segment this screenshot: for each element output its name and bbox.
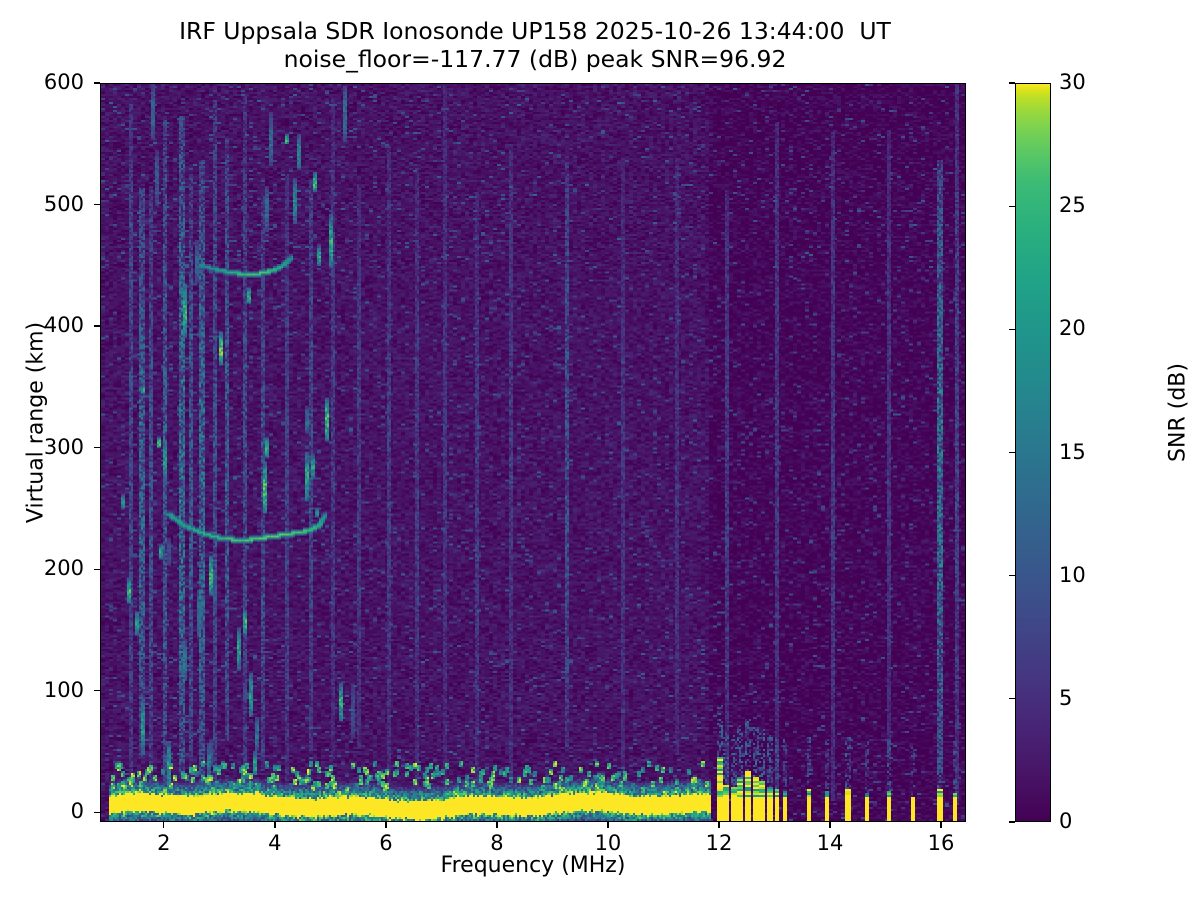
y-tick-mark (94, 811, 100, 813)
x-tick-mark (607, 822, 609, 828)
x-tick-label: 14 (816, 831, 844, 855)
x-tick-mark (829, 822, 831, 828)
y-tick-label: 400 (43, 313, 84, 338)
y-tick-mark (94, 203, 100, 206)
ionogram-heatmap (101, 84, 965, 821)
x-tick-label: 2 (157, 831, 171, 855)
x-tick-mark (163, 822, 165, 828)
x-tick-mark (274, 822, 276, 828)
y-tick-mark (94, 446, 100, 449)
x-tick-mark (385, 822, 387, 828)
colorbar-tick-label: 15 (1059, 439, 1086, 464)
colorbar-tick-label: 5 (1059, 685, 1073, 710)
x-tick-label: 16 (927, 831, 955, 855)
colorbar-tick-mark (1009, 575, 1015, 577)
colorbar-tick-mark (1009, 451, 1015, 454)
colorbar-tick-label: 0 (1059, 809, 1073, 833)
x-tick-mark (940, 822, 942, 828)
x-tick-label: 10 (594, 831, 622, 855)
colorbar-tick-mark (1009, 82, 1015, 84)
x-axis-label: Frequency (MHz) (440, 853, 626, 878)
y-tick-label: 100 (43, 677, 84, 702)
colorbar-tick-label: 10 (1059, 562, 1086, 587)
y-tick-mark (94, 82, 100, 84)
colorbar-gradient (1015, 83, 1051, 822)
colorbar-tick-label: 25 (1059, 193, 1086, 218)
y-tick-label: 200 (43, 556, 84, 581)
colorbar-tick-label: 20 (1059, 316, 1086, 341)
y-tick-label: 500 (43, 191, 84, 216)
y-tick-mark (94, 325, 100, 327)
ionogram-axes (100, 83, 966, 822)
colorbar-tick-mark (1009, 205, 1015, 207)
title-line-2: noise_floor=-117.77 (dB) peak SNR=96.92 (283, 44, 787, 73)
colorbar-tick-label: 30 (1059, 70, 1086, 94)
colorbar-tick-mark (1009, 328, 1015, 330)
x-tick-label: 6 (379, 831, 393, 855)
y-tick-label: 0 (70, 799, 84, 824)
x-tick-label: 8 (490, 831, 504, 855)
y-tick-label: 300 (43, 434, 84, 459)
x-tick-mark (718, 822, 720, 828)
x-tick-label: 4 (268, 831, 282, 855)
y-tick-mark (94, 690, 100, 692)
x-tick-mark (496, 822, 498, 828)
colorbar-label: SNR (dB) (1165, 363, 1191, 462)
figure-title: IRF Uppsala SDR Ionosonde UP158 2025-10-… (0, 17, 1070, 73)
colorbar: 0 5 10 15 20 25 30 (1009, 70, 1086, 833)
colorbar-tick-mark (1009, 821, 1015, 823)
title-line-1: IRF Uppsala SDR Ionosonde UP158 2025-10-… (179, 17, 891, 45)
y-axis-label: Virtual range (km) (23, 321, 49, 524)
y-tick-mark (94, 568, 100, 570)
colorbar-tick-mark (1009, 698, 1015, 700)
y-tick-label: 600 (43, 70, 84, 94)
x-tick-label: 12 (705, 831, 733, 855)
